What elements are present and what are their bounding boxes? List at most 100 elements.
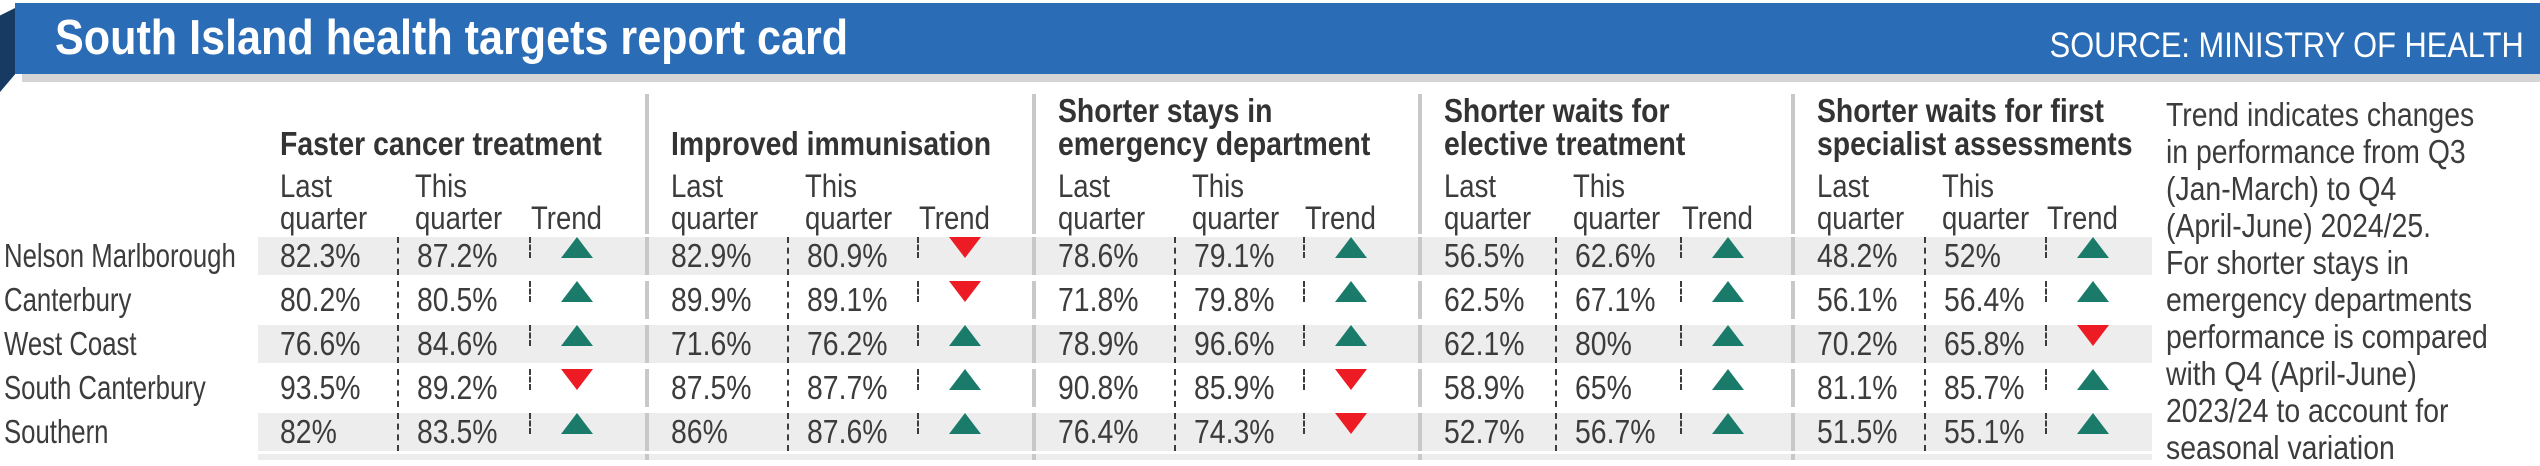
trend-cell xyxy=(1680,237,1791,258)
metric-cell-group: 56.5% 62.6% xyxy=(1418,237,1791,275)
trend-icon xyxy=(1712,281,1745,302)
metric-cell-group: 89.9% 89.1% xyxy=(645,281,1032,319)
last-quarter-cell: 82% xyxy=(258,413,397,451)
this-quarter-value: 56.7% xyxy=(1574,413,1656,450)
last-quarter-value: 76.4% xyxy=(1058,413,1139,450)
stripe-segment xyxy=(1418,454,1791,460)
this-quarter-cell: 67.1% xyxy=(1554,281,1680,319)
this-quarter-cell: 76.2% xyxy=(786,325,917,363)
subheaders: Last quarter This quarter Trend xyxy=(1036,164,1418,234)
this-quarter-cell: 87.6% xyxy=(786,413,917,451)
subheader-trend: Trend xyxy=(529,202,645,234)
region-name: Canterbury xyxy=(4,281,132,318)
group-title: Shorter waits for elective treatment xyxy=(1422,94,1791,160)
last-quarter-value: 90.8% xyxy=(1058,369,1139,406)
table-row: Nelson Marlborough 82.3% 87.2% 82.9% 80.… xyxy=(0,234,2152,278)
group-title: Shorter stays in emergency department xyxy=(1036,94,1418,160)
column-group-first-specialist-assessments: Shorter waits for first specialist asses… xyxy=(1791,94,2152,234)
this-quarter-cell: 79.1% xyxy=(1173,237,1304,275)
last-quarter-value: 86% xyxy=(671,413,728,450)
last-quarter-cell: 78.6% xyxy=(1036,237,1174,275)
metric-cell-group: 71.6% 76.2% xyxy=(645,325,1032,363)
metric-cell-group: 70.2% 65.8% xyxy=(1791,325,2152,363)
this-quarter-cell: 87.7% xyxy=(786,369,917,407)
row-label: Canterbury xyxy=(0,278,258,322)
report-card-content: Faster cancer treatment Last quarter Thi… xyxy=(0,82,2540,466)
last-quarter-value: 89.9% xyxy=(671,281,752,318)
trend-cell xyxy=(1303,281,1418,302)
last-quarter-cell: 93.5% xyxy=(258,369,397,407)
last-quarter-value: 78.9% xyxy=(1058,325,1139,362)
trend-icon xyxy=(560,281,593,302)
metric-cell-group: 80.2% 80.5% xyxy=(258,281,645,319)
trend-icon xyxy=(949,281,982,302)
subheader-text: This quarter xyxy=(1941,168,2029,236)
this-quarter-value: 65.8% xyxy=(1943,325,2024,362)
trend-cell xyxy=(528,369,645,390)
trend-cell xyxy=(1680,281,1791,302)
last-quarter-cell: 51.5% xyxy=(1795,413,1924,451)
subheader-last-quarter: Last quarter xyxy=(258,170,397,234)
trend-cell xyxy=(2044,325,2152,346)
row-label-spacer xyxy=(0,94,258,234)
this-quarter-cell: 80.9% xyxy=(786,237,917,275)
this-quarter-value: 84.6% xyxy=(417,325,498,362)
this-quarter-cell: 62.6% xyxy=(1554,237,1680,275)
group-title-text: Shorter waits for elective treatment xyxy=(1444,92,1686,162)
metric-cell-group: 56.1% 56.4% xyxy=(1791,281,2152,319)
trend-icon xyxy=(560,369,593,390)
this-quarter-cell: 65.8% xyxy=(1923,325,2045,363)
metric-cell-group: 51.5% 55.1% xyxy=(1791,413,2152,451)
this-quarter-cell: 89.1% xyxy=(786,281,917,319)
last-quarter-cell: 62.5% xyxy=(1422,281,1555,319)
last-quarter-cell: 52.7% xyxy=(1422,413,1555,451)
this-quarter-value: 62.6% xyxy=(1574,237,1656,274)
trend-cell xyxy=(2044,413,2152,434)
this-quarter-value: 89.1% xyxy=(806,281,888,318)
this-quarter-cell: 85.7% xyxy=(1923,369,2045,407)
column-group-improved-immunisation: Improved immunisation Last quarter This … xyxy=(645,94,1032,234)
subheader-trend: Trend xyxy=(2045,202,2152,234)
this-quarter-cell: 83.5% xyxy=(397,413,529,451)
next-stripe-sliver xyxy=(0,454,2152,460)
trend-icon xyxy=(949,369,982,390)
subheader-text: Trend xyxy=(1682,200,1754,236)
last-quarter-cell: 56.1% xyxy=(1795,281,1924,319)
last-quarter-value: 82.9% xyxy=(671,237,752,274)
last-quarter-value: 80.2% xyxy=(280,281,361,318)
metric-cell-group: 82.3% 87.2% xyxy=(258,237,645,275)
trend-cell xyxy=(2044,237,2152,258)
table-row: Southern 82% 83.5% 86% 87.6% 76.4% 74.3%… xyxy=(0,410,2152,454)
metric-cell-group: 76.4% 74.3% xyxy=(1032,413,1418,451)
group-title-text: Faster cancer treatment xyxy=(280,125,602,162)
page-title-text: South Island health targets report card xyxy=(55,11,849,65)
subheader-text: Last quarter xyxy=(1444,168,1532,236)
subheader-text: Trend xyxy=(2046,200,2118,236)
this-quarter-cell: 56.7% xyxy=(1554,413,1680,451)
last-quarter-value: 51.5% xyxy=(1817,413,1898,450)
stripe-segment xyxy=(1032,454,1418,460)
trend-icon xyxy=(1712,369,1745,390)
trend-icon xyxy=(1335,369,1368,390)
trend-cell xyxy=(917,325,1032,346)
metric-cell-group: 82% 83.5% xyxy=(258,413,645,451)
this-quarter-value: 55.1% xyxy=(1943,413,2024,450)
this-quarter-value: 65% xyxy=(1574,369,1632,406)
last-quarter-value: 52.7% xyxy=(1444,413,1525,450)
subheaders: Last quarter This quarter Trend xyxy=(258,164,645,234)
row-label: West Coast xyxy=(0,322,258,366)
column-group-shorter-stays-ed: Shorter stays in emergency department La… xyxy=(1032,94,1418,234)
subheader-this-quarter: This quarter xyxy=(1924,170,2045,234)
subheaders: Last quarter This quarter Trend xyxy=(1422,164,1791,234)
subheader-text: Trend xyxy=(919,200,990,236)
last-quarter-value: 56.1% xyxy=(1817,281,1898,318)
stripe-segment xyxy=(258,454,645,460)
metric-cell-group: 78.6% 79.1% xyxy=(1032,237,1418,275)
this-quarter-value: 87.6% xyxy=(806,413,888,450)
subheader-last-quarter: Last quarter xyxy=(649,170,787,234)
subheader-last-quarter: Last quarter xyxy=(1422,170,1555,234)
trend-cell xyxy=(917,413,1032,434)
subheader-text: Last quarter xyxy=(671,168,759,236)
trend-icon xyxy=(1335,325,1368,346)
last-quarter-cell: 58.9% xyxy=(1422,369,1555,407)
